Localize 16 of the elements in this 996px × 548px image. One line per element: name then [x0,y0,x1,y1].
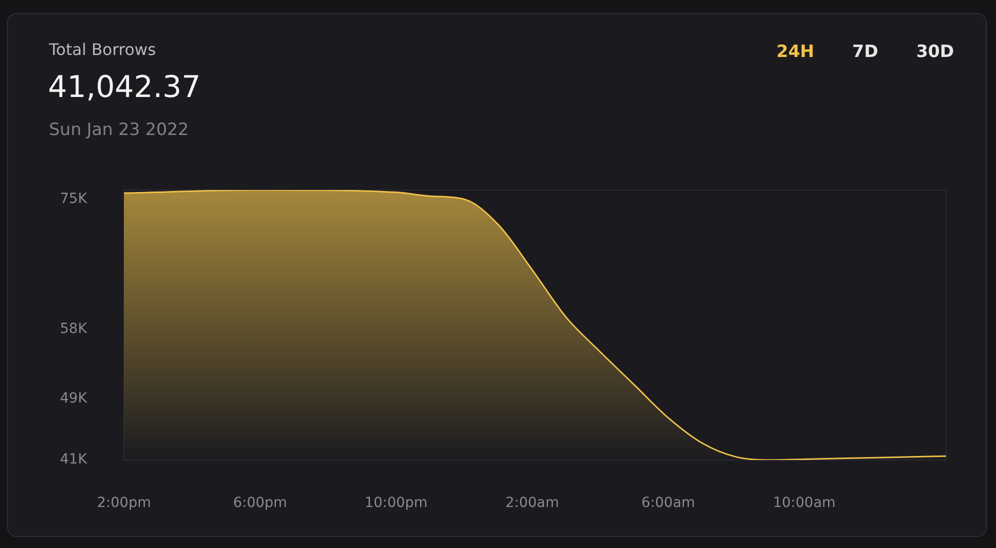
text: 30D [916,42,954,62]
text: Sun Jan 23 2022 [49,120,189,140]
y-tick-label: 75K [60,190,88,207]
chart-title: Total Borrows [49,40,156,59]
x-tick-label: 2:00pm [97,495,151,512]
text: 24H [776,42,814,62]
y-tick-label: 49K [60,390,88,406]
x-tick-label: 6:00pm [233,495,288,512]
y-tick-label: 58K [60,321,88,338]
x-tick-label: 2:00am [505,495,559,512]
x-tick-label: 10:00am [772,495,836,512]
text: 7D [852,42,878,62]
x-tick-label: 10:00pm [364,495,428,512]
x-tick-label: 6:00am [641,495,696,512]
chart-subtitle: 41,042.37 [48,70,201,105]
y-tick-label: 41K [60,452,88,468]
